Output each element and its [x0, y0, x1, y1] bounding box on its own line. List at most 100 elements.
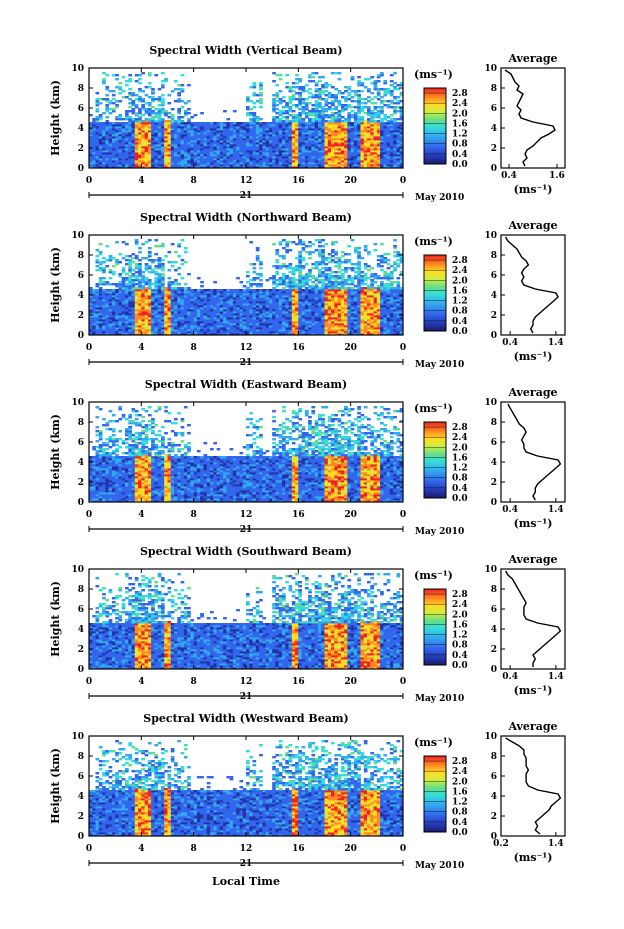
heatmap-cell: [115, 289, 119, 292]
heatmap-cell: [393, 154, 397, 157]
heatmap-cell: [344, 130, 348, 133]
heatmap-cell: [314, 104, 319, 107]
heatmap-cell: [350, 142, 355, 145]
heatmap-cell: [151, 152, 155, 155]
heatmap-cell: [370, 164, 374, 167]
heatmap-cell: [121, 158, 126, 161]
heatmap-cell: [291, 136, 296, 139]
heatmap-cell: [95, 104, 100, 107]
heatmap-cell: [380, 74, 384, 77]
heatmap-cell: [115, 140, 119, 143]
heatmap-cell: [151, 289, 155, 292]
heatmap-cell: [239, 164, 244, 167]
heatmap-cell: [373, 80, 378, 83]
heatmap-cell: [242, 126, 247, 129]
heatmap-cell: [115, 283, 119, 286]
heatmap-cell: [138, 142, 142, 145]
heatmap-cell: [265, 146, 270, 149]
heatmap-cell: [318, 110, 322, 113]
heatmap-cell: [128, 128, 132, 131]
heatmap-cell: [92, 331, 96, 334]
heatmap-cell: [337, 110, 342, 113]
heatmap-cell: [141, 257, 145, 260]
heatmap-cell: [337, 154, 342, 157]
heatmap-cell: [337, 122, 342, 125]
heatmap-cell: [298, 166, 302, 169]
average-x-tick-label: 0.4: [501, 171, 517, 181]
heatmap-cell: [121, 144, 126, 147]
heatmap-cell: [311, 156, 316, 159]
heatmap-cell: [239, 140, 244, 143]
heatmap-cell: [252, 116, 257, 119]
heatmap-cell: [367, 122, 371, 125]
heatmap-cell: [357, 90, 361, 93]
heatmap-cell: [255, 118, 260, 121]
heatmap-cell: [265, 152, 270, 155]
heatmap-cell: [252, 102, 257, 105]
heatmap-cell: [376, 106, 381, 109]
heatmap-cell: [223, 158, 227, 161]
heatmap-cell: [373, 154, 378, 157]
heatmap-cell: [131, 94, 136, 97]
heatmap-cell: [301, 142, 306, 145]
heatmap-cell: [154, 130, 159, 133]
heatmap-cell: [118, 130, 123, 133]
heatmap-cell: [321, 160, 325, 163]
heatmap-cell: [282, 152, 286, 155]
heatmap-cell: [141, 72, 145, 75]
heatmap-cell: [304, 112, 309, 115]
heatmap-cell: [213, 144, 217, 147]
heatmap-cell: [393, 132, 397, 135]
heatmap-cell: [344, 124, 348, 127]
heatmap-cell: [282, 273, 286, 276]
heatmap-cell: [246, 112, 250, 115]
heatmap-cell: [174, 152, 178, 155]
heatmap-cell: [219, 146, 224, 149]
heatmap-cell: [108, 142, 113, 145]
heatmap-cell: [98, 158, 103, 161]
heatmap-cell: [288, 128, 293, 131]
heatmap-cell: [380, 88, 384, 91]
heatmap-cell: [210, 150, 214, 153]
heatmap-cell: [183, 158, 188, 161]
heatmap-cell: [177, 164, 181, 167]
heatmap-cell: [98, 152, 103, 155]
heatmap-cell: [246, 164, 250, 167]
heatmap-cell: [144, 160, 149, 163]
heatmap-cell: [255, 116, 260, 119]
heatmap-cell: [288, 249, 293, 252]
heatmap-cell: [89, 319, 93, 322]
heatmap-cell: [295, 152, 299, 155]
heatmap-cell: [367, 110, 371, 113]
heatmap-cell: [314, 164, 319, 167]
heatmap-cell: [389, 92, 394, 95]
heatmap-cell: [144, 287, 149, 290]
heatmap-cell: [115, 118, 119, 121]
heatmap-cell: [285, 132, 289, 135]
heatmap-cell: [275, 134, 280, 137]
heatmap-cell: [131, 160, 136, 163]
heatmap-cell: [138, 140, 142, 143]
heatmap-cell: [327, 154, 332, 157]
heatmap-cell: [223, 122, 227, 125]
heatmap-cell: [285, 144, 289, 147]
heatmap-cell: [265, 160, 270, 163]
heatmap-cell: [125, 162, 129, 165]
heatmap-cell: [363, 136, 368, 139]
heatmap-cell: [190, 124, 195, 127]
heatmap-cell: [177, 166, 181, 169]
heatmap-cell: [249, 138, 253, 141]
heatmap-cell: [347, 138, 352, 141]
heatmap-cell: [265, 144, 270, 147]
heatmap-cell: [376, 126, 381, 129]
heatmap-cell: [321, 92, 325, 95]
heatmap-cell: [272, 142, 276, 145]
heatmap-cell: [200, 130, 204, 133]
heatmap-cell: [304, 98, 309, 101]
heatmap-cell: [180, 130, 185, 133]
heatmap-cell: [350, 116, 355, 119]
heatmap-cell: [95, 100, 100, 103]
heatmap-cell: [249, 162, 253, 165]
heatmap-cell: [278, 142, 283, 145]
heatmap-cell: [125, 124, 129, 127]
